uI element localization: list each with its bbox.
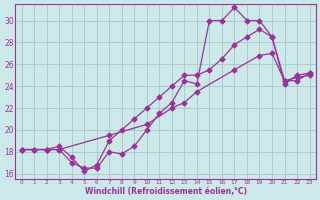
X-axis label: Windchill (Refroidissement éolien,°C): Windchill (Refroidissement éolien,°C) [84, 187, 247, 196]
